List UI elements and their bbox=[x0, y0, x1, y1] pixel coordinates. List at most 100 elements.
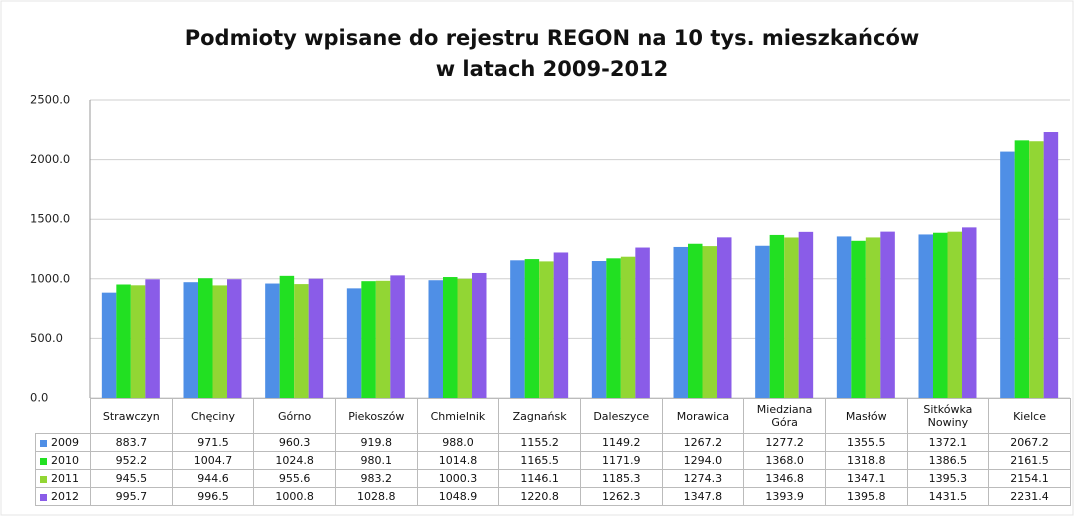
x-tick-label: Sitkówka Nowiny bbox=[906, 398, 990, 434]
bar bbox=[472, 272, 487, 398]
x-tick-label: Kielce bbox=[988, 398, 1071, 434]
data-label: 1274.3 bbox=[661, 469, 745, 488]
data-label: 996.5 bbox=[171, 487, 255, 506]
bar bbox=[798, 231, 814, 398]
data-label: 1028.8 bbox=[334, 487, 418, 506]
bar bbox=[116, 284, 131, 398]
bar bbox=[688, 243, 703, 398]
data-label: 1294.0 bbox=[661, 451, 745, 470]
bar bbox=[620, 256, 636, 398]
bar bbox=[606, 258, 621, 398]
x-tick-label: Daleszyce bbox=[579, 398, 663, 434]
legend-label: 2011 bbox=[51, 472, 79, 485]
table-header-row: Strawczyn Chęciny Górno Piekoszów Chmielnik Z… bbox=[35, 398, 1071, 434]
bar bbox=[755, 245, 770, 398]
data-label: 1220.8 bbox=[498, 487, 581, 506]
bar bbox=[1000, 151, 1015, 398]
bar bbox=[294, 284, 309, 398]
legend-swatch bbox=[40, 475, 47, 483]
data-label: 1347.1 bbox=[824, 469, 908, 488]
table-row: 2010 952.2 1004.7 1024.8 980.1 1014.8 1165.5 11… bbox=[35, 451, 1071, 470]
data-label: 1155.2 bbox=[498, 433, 581, 452]
x-tick-label: Chęciny bbox=[171, 398, 255, 434]
data-label: 1267.2 bbox=[661, 433, 745, 452]
bar bbox=[962, 227, 977, 398]
bar bbox=[510, 260, 525, 398]
bar bbox=[183, 282, 198, 398]
table-row: 2009 883.7 971.5 960.3 919.8 988.0 1155.2 1149.… bbox=[35, 433, 1071, 452]
bar bbox=[851, 240, 866, 398]
bar bbox=[279, 275, 295, 398]
legend-swatch bbox=[40, 493, 47, 501]
data-label: 1262.3 bbox=[579, 487, 663, 506]
data-label: 2154.1 bbox=[988, 469, 1071, 488]
x-tick-label: Strawczyn bbox=[90, 398, 173, 434]
bar bbox=[101, 292, 117, 398]
x-tick-label: Masłów bbox=[824, 398, 908, 434]
legend-entry: 2012 bbox=[35, 487, 91, 506]
data-label: 1004.7 bbox=[171, 451, 255, 470]
x-tick-label: Górno bbox=[253, 398, 336, 434]
bar bbox=[918, 234, 933, 398]
data-label: 952.2 bbox=[90, 451, 173, 470]
legend-swatch bbox=[40, 457, 47, 465]
data-label: 980.1 bbox=[334, 451, 418, 470]
x-tick-label: Miedziana Góra bbox=[743, 398, 826, 434]
bar bbox=[346, 288, 362, 398]
data-label: 1171.9 bbox=[579, 451, 663, 470]
x-tick-label: Chmielnik bbox=[416, 398, 500, 434]
data-label: 1165.5 bbox=[498, 451, 581, 470]
bar bbox=[198, 278, 213, 398]
bar bbox=[836, 236, 852, 398]
bar bbox=[212, 285, 227, 398]
bar bbox=[428, 280, 443, 398]
data-label: 1014.8 bbox=[416, 451, 500, 470]
data-label: 960.3 bbox=[253, 433, 336, 452]
bar bbox=[361, 281, 376, 398]
bar bbox=[591, 261, 607, 398]
legend-entry: 2010 bbox=[35, 451, 91, 470]
bar bbox=[947, 231, 962, 398]
x-tick-label: Morawica bbox=[661, 398, 745, 434]
data-label: 919.8 bbox=[334, 433, 418, 452]
bar bbox=[390, 275, 405, 398]
table-row: 2012 995.7 996.5 1000.8 1028.8 1048.9 1220.8 12… bbox=[35, 487, 1071, 506]
data-label: 1395.3 bbox=[906, 469, 990, 488]
bar bbox=[524, 259, 540, 398]
data-label: 1393.9 bbox=[743, 487, 826, 506]
data-label: 1000.3 bbox=[416, 469, 500, 488]
x-tick-label: Piekoszów bbox=[334, 398, 418, 434]
y-tick-label: 2000.0 bbox=[30, 152, 70, 166]
data-label: 1386.5 bbox=[906, 451, 990, 470]
legend-entry: 2009 bbox=[35, 433, 91, 452]
legend-label: 2010 bbox=[51, 454, 79, 467]
data-label: 1372.1 bbox=[906, 433, 990, 452]
bar bbox=[702, 246, 717, 398]
bar bbox=[784, 237, 799, 398]
legend-swatch bbox=[40, 439, 47, 447]
data-label: 995.7 bbox=[90, 487, 173, 506]
y-tick-label: 1500.0 bbox=[30, 212, 70, 226]
data-label: 983.2 bbox=[334, 469, 418, 488]
legend-entry: 2011 bbox=[35, 469, 91, 488]
data-label: 1355.5 bbox=[824, 433, 908, 452]
data-label: 944.6 bbox=[171, 469, 255, 488]
bar bbox=[227, 279, 242, 398]
bar bbox=[1014, 140, 1030, 399]
data-label: 2231.4 bbox=[988, 487, 1071, 506]
data-label: 1000.8 bbox=[253, 487, 336, 506]
bar bbox=[933, 232, 948, 398]
data-label: 971.5 bbox=[171, 433, 255, 452]
bar bbox=[880, 231, 895, 398]
bar bbox=[1029, 141, 1044, 399]
bar bbox=[769, 234, 785, 398]
data-label: 1185.3 bbox=[579, 469, 663, 488]
data-label: 1346.8 bbox=[743, 469, 826, 488]
bar bbox=[443, 277, 458, 398]
bar bbox=[375, 280, 391, 398]
bar bbox=[717, 237, 732, 398]
data-label: 883.7 bbox=[90, 433, 173, 452]
